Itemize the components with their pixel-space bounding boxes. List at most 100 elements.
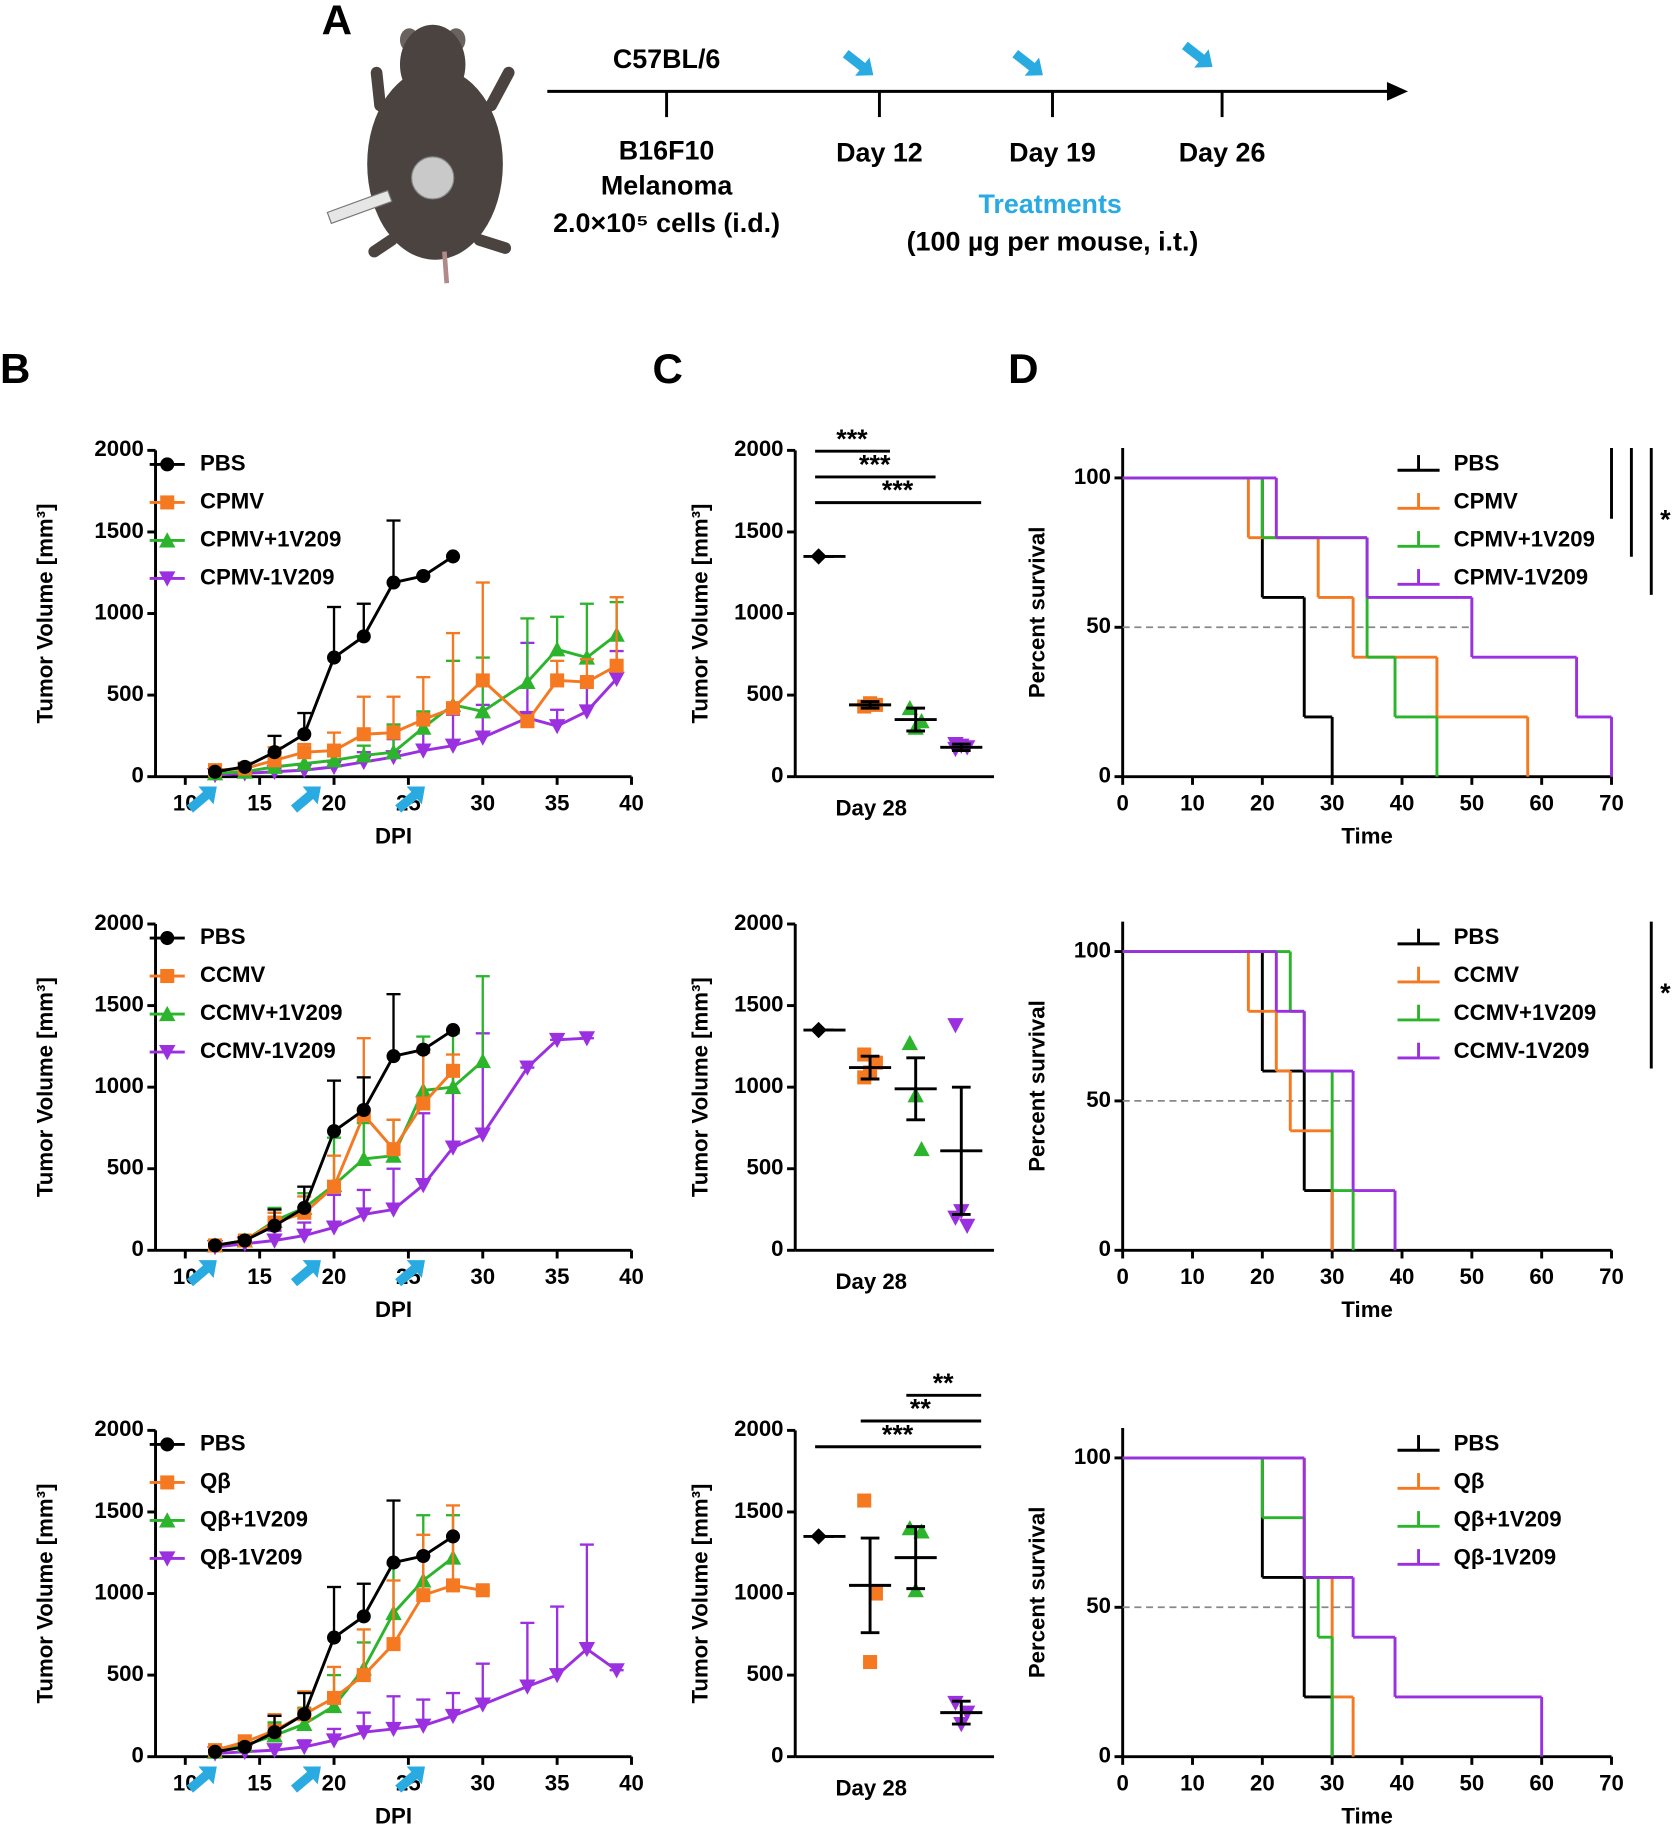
y-tick-label: 2000 bbox=[94, 436, 143, 461]
data-point bbox=[475, 673, 490, 688]
data-point bbox=[325, 752, 343, 768]
survival-step bbox=[1288, 951, 1305, 1013]
data-point bbox=[355, 1725, 372, 1741]
data-point bbox=[297, 745, 312, 760]
data-point bbox=[446, 1578, 461, 1593]
data-point bbox=[296, 755, 313, 771]
data-point bbox=[520, 714, 535, 729]
y-tick-label: 1000 bbox=[94, 1073, 143, 1098]
data-point bbox=[913, 1523, 930, 1539]
x-tick-label: 0 bbox=[1116, 1264, 1128, 1289]
data-point bbox=[446, 1529, 461, 1544]
survival-step bbox=[1274, 1011, 1291, 1073]
treatment-arrow bbox=[186, 1260, 217, 1287]
y-tick-label: 100 bbox=[1074, 937, 1111, 962]
x-axis-label: Time bbox=[1341, 1803, 1392, 1828]
data-point bbox=[474, 1052, 491, 1069]
x-tick-label: 30 bbox=[470, 1771, 495, 1796]
legend-label: CCMV+1V209 bbox=[1454, 1000, 1597, 1025]
data-point bbox=[415, 1178, 432, 1194]
inoculation-label: B16F10 bbox=[619, 135, 715, 165]
data-point bbox=[386, 725, 401, 740]
data-point bbox=[325, 1220, 343, 1236]
data-point bbox=[444, 1140, 462, 1156]
panel-label: A bbox=[322, 0, 352, 44]
data-point bbox=[416, 1548, 431, 1564]
significance-label: * bbox=[1660, 978, 1671, 1008]
data-point bbox=[237, 1233, 252, 1248]
data-point bbox=[446, 701, 461, 716]
panel-label: C bbox=[653, 345, 683, 392]
data-point bbox=[444, 738, 462, 754]
series-line bbox=[214, 1647, 618, 1755]
x-tick-label: 70 bbox=[1599, 791, 1624, 816]
data-point bbox=[208, 764, 223, 779]
data-point bbox=[475, 1583, 490, 1598]
x-tick-label: 50 bbox=[1459, 791, 1484, 816]
survival-step bbox=[1365, 537, 1472, 599]
treatment-arrow bbox=[395, 1766, 425, 1793]
significance-label: ** bbox=[910, 1394, 931, 1424]
x-category-label: Day 28 bbox=[835, 1269, 907, 1294]
data-point bbox=[386, 1142, 401, 1157]
x-tick-label: 20 bbox=[1250, 791, 1275, 816]
data-point bbox=[446, 1023, 461, 1038]
data-point bbox=[857, 1493, 872, 1508]
survival-step bbox=[1575, 657, 1612, 719]
data-point bbox=[267, 1218, 282, 1233]
y-tick-label: 50 bbox=[1086, 1087, 1111, 1112]
significance-label: *** bbox=[859, 449, 891, 479]
data-point bbox=[446, 549, 461, 564]
data-point bbox=[901, 1034, 919, 1051]
data-point bbox=[444, 1708, 462, 1725]
treatment-arrow bbox=[290, 1766, 321, 1793]
y-tick-label: 0 bbox=[771, 1236, 783, 1261]
inoculation-label: 2.0×10⁵ cells (i.d.) bbox=[553, 208, 780, 238]
data-point bbox=[958, 1218, 976, 1235]
x-tick-label: 40 bbox=[619, 1771, 644, 1796]
survival-step bbox=[1393, 1637, 1542, 1699]
x-tick-label: 30 bbox=[470, 791, 495, 816]
data-point bbox=[444, 1078, 462, 1095]
legend-label: PBS bbox=[1454, 924, 1500, 949]
y-tick-label: 0 bbox=[131, 1743, 143, 1768]
x-tick-label: 10 bbox=[1180, 1771, 1205, 1796]
survival-step bbox=[1260, 1457, 1305, 1520]
survival-step bbox=[1302, 1457, 1354, 1579]
data-point bbox=[327, 743, 342, 758]
data-point bbox=[296, 1228, 313, 1244]
y-tick-label: 0 bbox=[1099, 1236, 1111, 1261]
data-point bbox=[386, 1637, 401, 1652]
data-point bbox=[327, 1630, 342, 1645]
treatment-arrow bbox=[186, 786, 217, 813]
legend-symbol bbox=[160, 931, 175, 946]
legend-symbol bbox=[159, 1512, 176, 1528]
data-point bbox=[416, 712, 431, 727]
data-point bbox=[474, 730, 491, 746]
x-tick-label: 20 bbox=[322, 1264, 347, 1289]
data-point bbox=[608, 1663, 625, 1679]
data-point bbox=[609, 658, 624, 673]
legend-label: CPMV-1V209 bbox=[200, 564, 335, 589]
legend-symbol bbox=[159, 571, 176, 587]
legend-symbol bbox=[160, 495, 175, 510]
legend-label: CPMV bbox=[1454, 488, 1518, 513]
y-tick-label: 1000 bbox=[734, 1579, 783, 1604]
y-tick-label: 2000 bbox=[94, 1416, 143, 1441]
data-point bbox=[548, 719, 566, 735]
survival-step bbox=[1393, 657, 1437, 719]
data-point bbox=[578, 1641, 596, 1658]
x-tick-label: 20 bbox=[322, 791, 347, 816]
x-tick-label: 20 bbox=[1250, 1771, 1275, 1796]
legend-label: PBS bbox=[200, 1430, 246, 1455]
data-point bbox=[416, 1588, 431, 1603]
legend-symbol bbox=[159, 532, 176, 548]
x-tick-label: 15 bbox=[247, 1264, 272, 1289]
data-point bbox=[327, 1179, 342, 1194]
data-point bbox=[947, 1695, 964, 1712]
y-tick-label: 1500 bbox=[94, 1498, 143, 1523]
x-axis-label: Time bbox=[1341, 823, 1392, 848]
legend-symbol bbox=[160, 457, 175, 472]
data-point bbox=[355, 747, 372, 763]
survival-step bbox=[1302, 1011, 1333, 1073]
